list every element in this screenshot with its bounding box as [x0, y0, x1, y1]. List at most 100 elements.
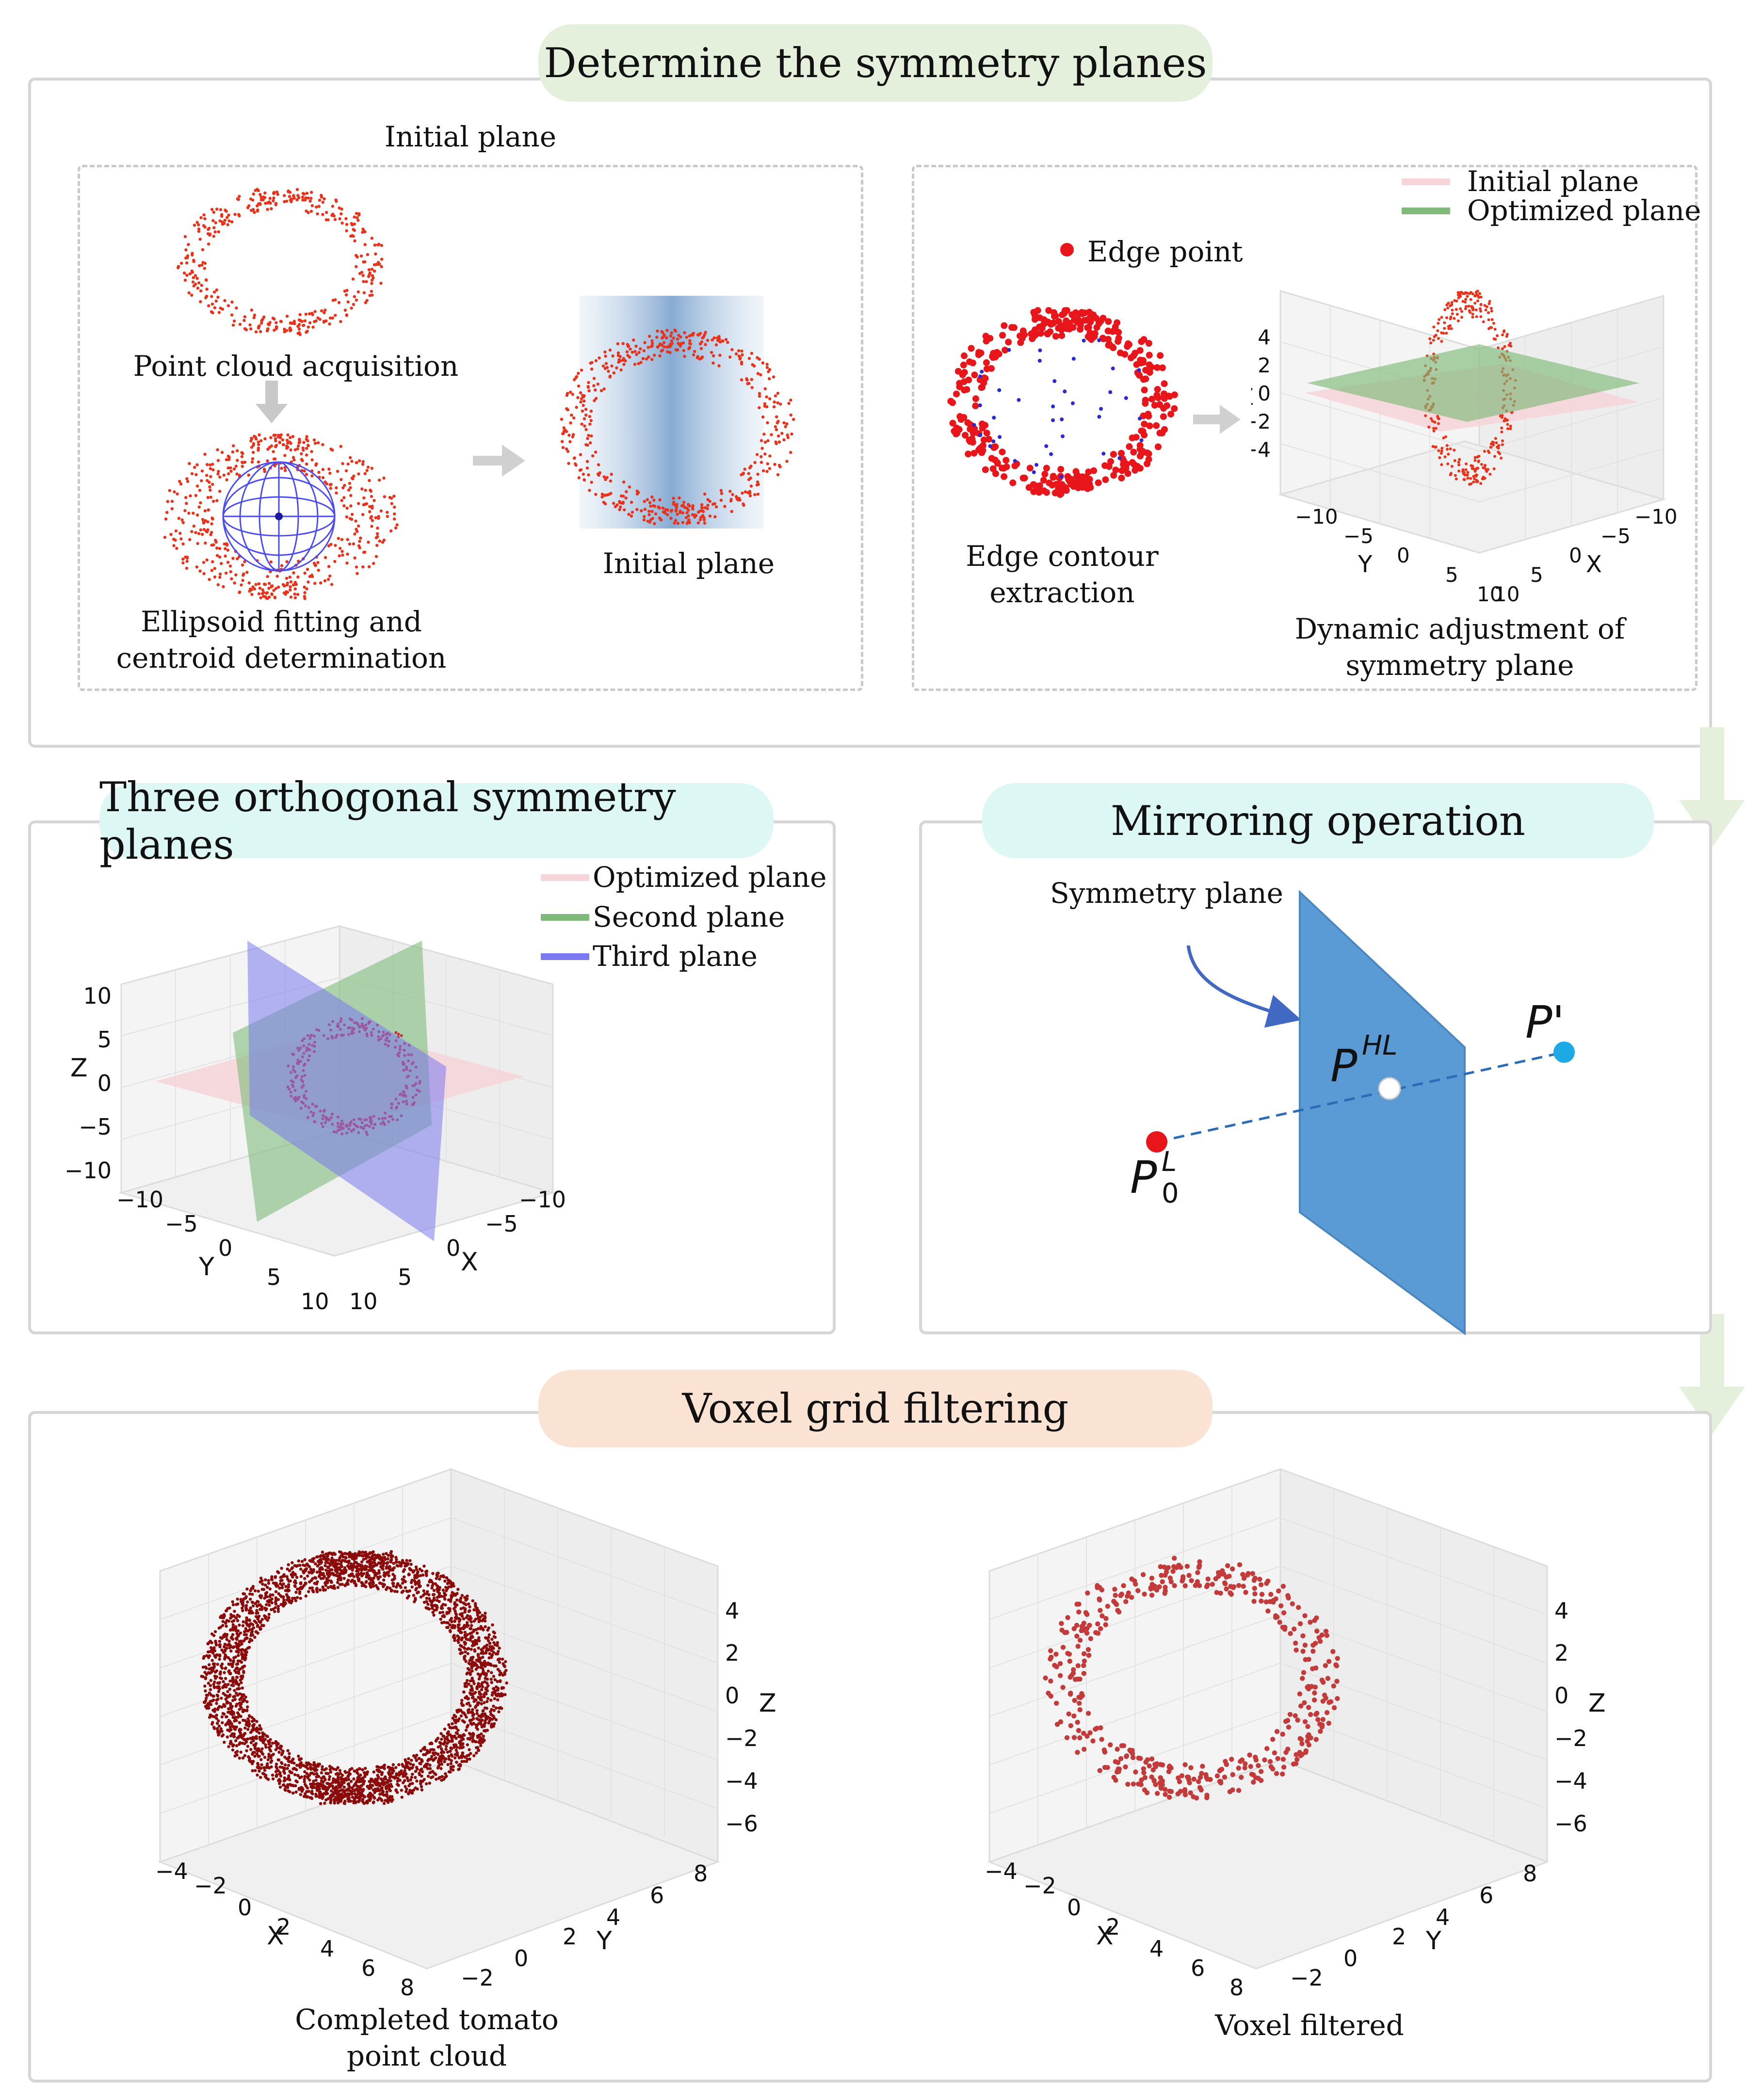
x-tick: 0 — [446, 1235, 460, 1261]
cloud-point — [763, 440, 767, 444]
cloud-point — [258, 587, 262, 590]
cloud-point — [183, 509, 187, 513]
cloud-point — [232, 1735, 236, 1738]
cloud-point — [560, 417, 564, 421]
cloud-point — [377, 1775, 380, 1779]
cloud-point — [416, 1570, 420, 1573]
cloud-point — [235, 1725, 238, 1729]
cloud-point — [220, 1705, 224, 1709]
cloud-point — [386, 1586, 389, 1589]
cloud-point — [210, 1659, 214, 1662]
cloud-point — [635, 489, 639, 493]
cloud-point — [440, 1775, 444, 1779]
cloud-point — [1118, 449, 1125, 457]
cloud-point — [345, 515, 349, 519]
cloud-point — [265, 1603, 268, 1606]
cloud-point — [343, 1799, 347, 1803]
cloud-point — [696, 333, 700, 337]
cloud-point — [566, 392, 569, 395]
cloud-point — [961, 352, 968, 359]
cloud-point — [730, 510, 733, 513]
cloud-point — [1148, 396, 1156, 403]
cloud-point — [1493, 455, 1496, 458]
cloud-point — [353, 1769, 356, 1773]
cloud-point — [583, 424, 586, 428]
cloud-point — [483, 1725, 486, 1728]
cloud-point — [287, 190, 290, 193]
cloud-point — [767, 370, 770, 373]
cloud-point — [1437, 417, 1440, 420]
cloud-point — [200, 469, 204, 473]
cloud-point — [213, 575, 217, 579]
cloud-point — [357, 544, 361, 547]
cloud-point — [497, 1710, 501, 1714]
cloud-point — [262, 594, 265, 598]
x-axis-label: X — [1586, 551, 1602, 578]
cloud-point — [226, 466, 230, 470]
cloud-point — [661, 506, 665, 510]
cloud-point — [283, 1603, 286, 1606]
cloud-point — [330, 1789, 333, 1793]
cloud-point — [448, 1726, 452, 1729]
cloud-point — [283, 1763, 287, 1767]
cloud-point — [1479, 295, 1483, 299]
cloud-point — [370, 495, 373, 498]
cloud-point — [267, 1613, 271, 1616]
cloud-point — [464, 1603, 468, 1606]
cloud-point — [287, 1789, 290, 1793]
cloud-point — [336, 1586, 339, 1589]
cloud-point — [1445, 316, 1448, 320]
cloud-point — [344, 1771, 348, 1774]
cloud-point — [567, 462, 570, 465]
cloud-point — [498, 1673, 501, 1677]
cloud-point — [1137, 356, 1144, 364]
cloud-point — [1142, 375, 1149, 383]
cloud-point — [1509, 427, 1512, 431]
cloud-point — [1440, 463, 1443, 466]
cloud-point — [435, 1577, 438, 1580]
cloud-point — [443, 1727, 447, 1731]
cloud-point — [1451, 308, 1454, 312]
cloud-point — [405, 1777, 409, 1780]
cloud-point — [372, 499, 376, 502]
cloud-point — [331, 1781, 335, 1784]
cloud-point — [313, 442, 317, 445]
cloud-point — [363, 1775, 367, 1779]
cloud-point — [1481, 477, 1484, 481]
cloud-point — [748, 490, 751, 493]
cloud-point — [585, 460, 589, 463]
cloud-point — [194, 531, 197, 534]
cloud-point — [1154, 386, 1161, 393]
cloud-point — [591, 454, 595, 458]
cloud-point — [415, 1759, 418, 1763]
cloud-point — [762, 433, 766, 436]
cloud-point — [1064, 473, 1071, 480]
cloud-point — [610, 472, 613, 476]
cloud-point — [323, 579, 327, 582]
right-arrow — [473, 445, 525, 477]
cloud-point — [486, 1639, 490, 1642]
cloud-point — [218, 1657, 221, 1661]
cloud-point — [200, 284, 203, 287]
y-tick: −5 — [165, 1211, 198, 1237]
cloud-point — [370, 237, 373, 240]
cloud-point — [220, 450, 224, 454]
cloud-point — [587, 389, 591, 392]
cloud-point — [235, 472, 239, 476]
cloud-point — [428, 1781, 431, 1785]
cloud-point — [483, 1680, 486, 1683]
cloud-point — [185, 566, 189, 570]
cloud-point — [311, 313, 314, 316]
cloud-point — [407, 1757, 410, 1761]
cloud-point — [257, 1755, 260, 1758]
cloud-point — [1171, 405, 1178, 412]
cloud-point — [455, 1592, 459, 1595]
cloud-point — [311, 325, 315, 329]
step5-label: Dynamic adjustment of symmetry plane — [1294, 612, 1625, 682]
cloud-point — [1477, 459, 1480, 463]
cloud-point — [378, 539, 381, 543]
cloud-point — [396, 1582, 400, 1586]
cloud-point — [331, 449, 334, 452]
cloud-point — [962, 432, 969, 439]
cloud-point — [431, 1572, 435, 1575]
